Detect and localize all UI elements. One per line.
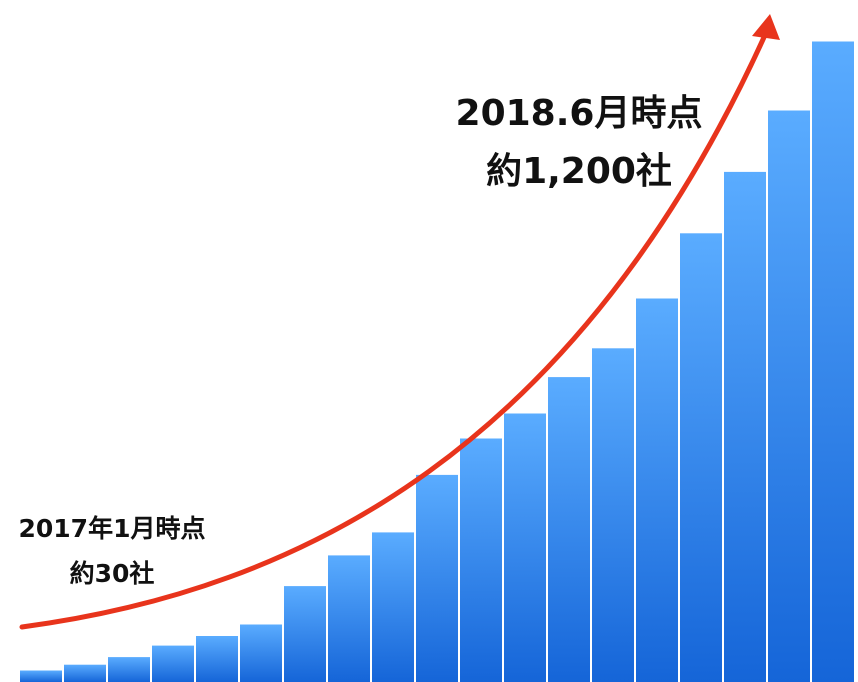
bar-3 — [108, 657, 150, 682]
bar-16 — [680, 233, 722, 682]
bar-17 — [724, 171, 766, 682]
bar-10 — [416, 474, 458, 682]
growth-arrow — [19, 21, 773, 630]
bar-6 — [240, 624, 282, 682]
bar-15 — [636, 298, 678, 682]
bar-4 — [152, 645, 194, 682]
bar-11 — [460, 438, 502, 682]
bar-2 — [64, 664, 106, 682]
bar-14 — [592, 348, 634, 682]
end-annotation-line2: 約1,200社 — [486, 151, 672, 192]
start-annotation-line1: 2017年1月時点 — [19, 514, 206, 543]
end-annotation-line1: 2018.6月時点 — [456, 93, 703, 134]
bar-group — [20, 41, 854, 682]
bar-18 — [768, 110, 810, 682]
bar-1 — [20, 670, 62, 682]
bar-5 — [196, 636, 238, 682]
bar-8 — [328, 555, 370, 682]
growth-arrow-head — [752, 14, 780, 40]
bar-9 — [372, 532, 414, 682]
bar-7 — [284, 586, 326, 682]
bar-19 — [812, 41, 854, 682]
bar-12 — [504, 413, 546, 682]
start-annotation-line2: 約30社 — [70, 559, 155, 588]
bar-13 — [548, 377, 590, 682]
